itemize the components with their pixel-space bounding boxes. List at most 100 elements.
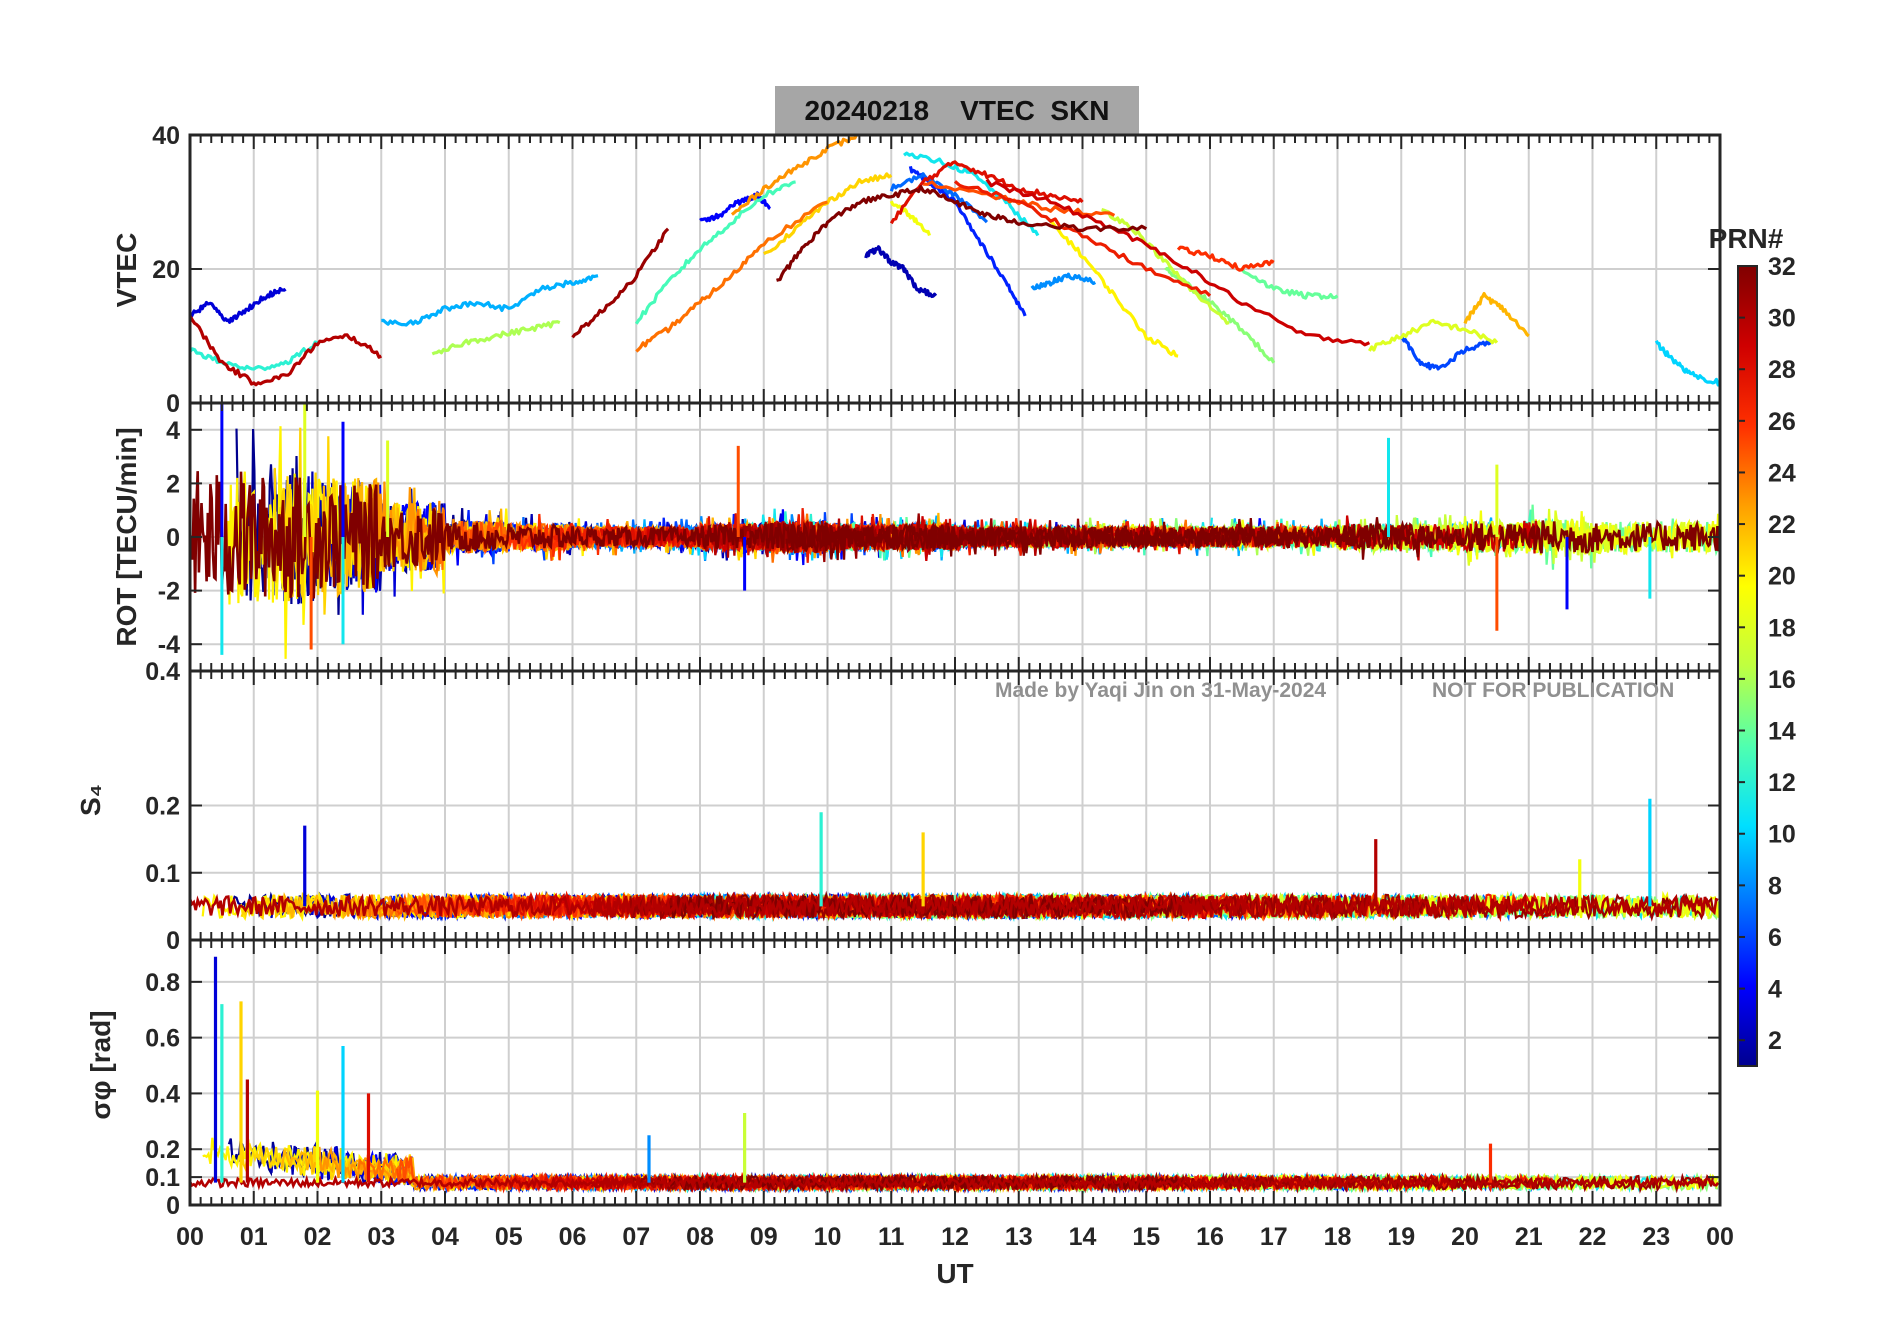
x-tick-label: 10: [814, 1223, 842, 1251]
colorbar-tick-label: 14: [1768, 718, 1796, 746]
colorbar-tick-label: 28: [1768, 356, 1796, 384]
colorbar-tick-label: 22: [1768, 511, 1796, 539]
rot-y-tick-label: 0: [166, 524, 180, 552]
x-tick-label: 11: [878, 1223, 905, 1251]
x-tick-label: 07: [622, 1223, 650, 1251]
vtec-grid: [190, 135, 1720, 403]
colorbar-gradient: [1737, 265, 1758, 1067]
s4-y-label: S₄: [75, 784, 106, 816]
x-axis-ticks: 00 01 02 03 04 05 06 07 08 09 10 11 12 13 14 15 16 17 18 19…: [176, 1223, 1734, 1251]
x-tick-label: 08: [686, 1223, 714, 1251]
x-tick-label: 19: [1387, 1223, 1415, 1251]
vtec-series-line: [571, 227, 670, 339]
x-tick-label: 16: [1196, 1223, 1224, 1251]
x-tick-label: 17: [1260, 1223, 1288, 1251]
vtec-series-line: [730, 135, 860, 216]
vtec-series-line: [889, 172, 989, 224]
s4-y-tick-label: 0.4: [145, 658, 180, 686]
x-tick-label: 05: [495, 1223, 523, 1251]
vtec-series-line: [1176, 245, 1275, 272]
watermark-author: Made by Yaqi Jin on 31-May-2024: [995, 679, 1326, 702]
vtec-panel: 0 20 40 VTEC: [111, 122, 1722, 418]
s4-panel: 0 0.1 0.2 0.4 S₄: [75, 658, 1722, 955]
rot-y-tick-label: 4: [166, 417, 180, 445]
colorbar-tick-label: 12: [1768, 769, 1796, 797]
s4-lines: [190, 798, 1720, 923]
vtec-series-line: [190, 340, 318, 372]
x-tick-label: 23: [1642, 1223, 1670, 1251]
colorbar-tick-label: 26: [1768, 408, 1796, 436]
vtec-series-line: [864, 245, 938, 299]
rot-y-tick-label: -4: [158, 631, 180, 659]
colorbar-tick-label: 20: [1768, 563, 1796, 591]
x-tick-label: 02: [304, 1223, 332, 1251]
colorbar-tick-label: 16: [1768, 666, 1796, 694]
x-tick-label: 04: [431, 1223, 459, 1251]
rot-y-tick-label: -2: [158, 578, 180, 606]
vtec-series-line: [1463, 292, 1530, 338]
vtec-series-line: [1101, 208, 1230, 325]
title-box: [775, 86, 1139, 134]
x-tick-label: 13: [1005, 1223, 1033, 1251]
colorbar-tick-label: 18: [1768, 614, 1796, 642]
sigma-phi-y-label: σφ [rad]: [85, 1010, 116, 1119]
vtec-series-line: [635, 200, 828, 353]
vtec-series-line: [889, 200, 932, 237]
vtec-series-line: [190, 315, 382, 387]
s4-y-tick-label: 0.1: [145, 860, 180, 888]
vtec-series-line: [923, 180, 1116, 217]
vtec-y-tick-label: 40: [152, 122, 180, 150]
rot-y-label: ROT [TECU/min]: [111, 427, 142, 646]
vtec-series-line: [953, 180, 1212, 297]
colorbar-tick-label: 6: [1768, 924, 1782, 952]
colorbar-tick-label: 10: [1768, 821, 1796, 849]
sigma-phi-series-line: [190, 1173, 1720, 1192]
sigma-phi-lines: [190, 956, 1720, 1194]
x-tick-label: 15: [1132, 1223, 1160, 1251]
colorbar-tick-label: 2: [1768, 1027, 1782, 1055]
rot-panel: -4 -2 0 2 4 ROT [TECU/min]: [111, 401, 1722, 673]
s4-series-line: [190, 892, 1719, 921]
sigma-phi-y-ticks: 00.10.2 0.4 0.6 0.8: [145, 940, 1721, 1220]
colorbar-label: PRN#: [1709, 223, 1784, 254]
rot-series-line: [190, 471, 1720, 599]
x-tick-label: 09: [750, 1223, 778, 1251]
vtec-series-line: [634, 180, 796, 325]
x-tick-label: 00: [1706, 1223, 1734, 1251]
vtec-lines: [190, 135, 1720, 387]
vtec-series-line: [1368, 318, 1499, 352]
colorbar-tick-label: 30: [1768, 305, 1796, 333]
title-text: 20240218 VTEC SKN: [804, 95, 1109, 126]
vtec-series-line: [190, 286, 287, 324]
vtec-series-line: [985, 178, 1371, 347]
x-tick-label: 03: [367, 1223, 395, 1251]
vtec-series-line: [1049, 220, 1179, 358]
x-tick-label: 21: [1515, 1223, 1543, 1251]
sigma-phi-y-tick-label: 0.4: [145, 1080, 180, 1108]
sigma-phi-y-tick-label: 0.1: [145, 1164, 180, 1192]
rot-lines: [190, 403, 1720, 659]
x-tick-label: 12: [941, 1223, 969, 1251]
x-tick-label: 22: [1579, 1223, 1607, 1251]
vtec-series-line: [889, 160, 1084, 225]
x-tick-label: 06: [559, 1223, 587, 1251]
vtec-series-line: [1030, 272, 1097, 291]
x-tick-label: 14: [1069, 1223, 1097, 1251]
vtec-y-tick-label: 20: [152, 256, 180, 284]
x-tick-label: 01: [240, 1223, 268, 1251]
s4-y-tick-label: 0.2: [145, 793, 180, 821]
x-tick-label: 20: [1451, 1223, 1479, 1251]
vtec-series-line: [776, 185, 1148, 282]
vtec-series-line: [903, 151, 1040, 237]
x-axis-label: UT: [936, 1258, 973, 1289]
sigma-phi-y-tick-label: 0.6: [145, 1025, 180, 1053]
vtec-series-line: [1400, 336, 1492, 371]
rot-y-tick-label: 2: [166, 470, 180, 498]
watermark-notice: NOT FOR PUBLICATION: [1432, 679, 1674, 702]
vtec-series-line: [431, 320, 561, 356]
s4-y-ticks: 0 0.1 0.2 0.4: [145, 658, 1721, 955]
sigma-phi-y-tick-label: 0.2: [145, 1136, 180, 1164]
